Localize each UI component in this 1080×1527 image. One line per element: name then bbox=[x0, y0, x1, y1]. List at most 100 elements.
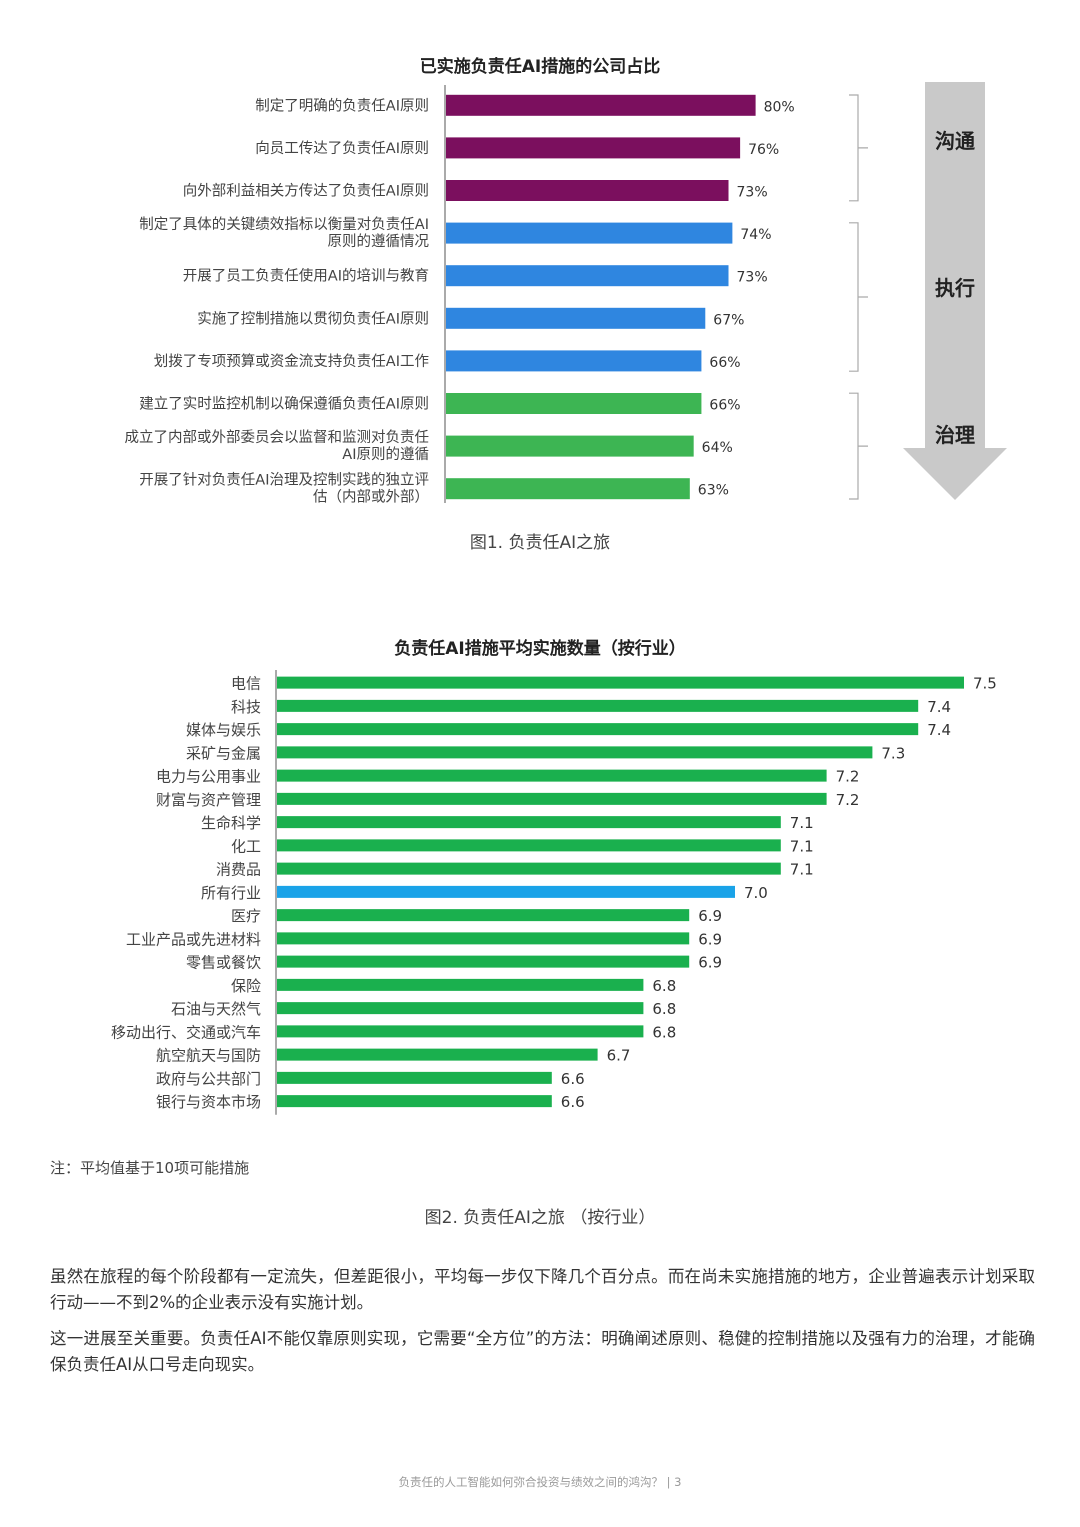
chart2-category-label: 医疗 bbox=[231, 907, 261, 925]
chart2-category-label: 零售或餐饮 bbox=[186, 954, 261, 972]
chart2-value-label: 7.1 bbox=[790, 837, 814, 855]
chart1-title: 已实施负责任AI措施的公司占比 bbox=[419, 57, 661, 77]
chart1-bar bbox=[446, 307, 706, 329]
chart2-category-label: 电力与公用事业 bbox=[156, 768, 261, 786]
chart2-bar bbox=[277, 839, 781, 852]
chart1-caption: 图1. 负责任AI之旅 bbox=[469, 533, 611, 553]
chart1-group-label: 沟通 bbox=[935, 129, 975, 153]
chart2-bar bbox=[277, 1071, 552, 1084]
chart2-value-label: 7.4 bbox=[927, 698, 951, 716]
chart2-category-label: 工业产品或先进材料 bbox=[126, 930, 261, 948]
chart2-value-label: 6.9 bbox=[698, 907, 722, 925]
chart2-category-label: 生命科学 bbox=[201, 814, 261, 832]
chart1-value-label: 66% bbox=[709, 355, 740, 371]
chart1-group-bracket bbox=[849, 94, 868, 202]
chart2-bar bbox=[277, 862, 781, 875]
chart1-category-label: 开展了针对负责任AI治理及控制实践的独立评估（内部或外部） bbox=[139, 472, 429, 506]
chart2-value-label: 6.8 bbox=[652, 1023, 676, 1041]
chart1-category-label: 开展了员工负责任使用AI的培训与教育 bbox=[183, 268, 429, 285]
chart1-bar bbox=[446, 180, 729, 201]
chart2-bar bbox=[277, 1048, 598, 1061]
chart2-value-label: 6.6 bbox=[561, 1070, 585, 1088]
chart2-category-label: 航空航天与国防 bbox=[156, 1047, 261, 1065]
chart2-value-label: 6.8 bbox=[652, 977, 676, 995]
chart2-title: 负责任AI措施平均实施数量（按行业） bbox=[394, 639, 686, 659]
chart2-plot: 7.5 电信 7.4 科技 7.4 媒体与娱乐 7.3 采矿与金属 7.2 电力与公用事业 7.2 财… bbox=[111, 670, 997, 1115]
chart2-bar bbox=[277, 1025, 644, 1038]
body-paragraph-1: 虽然在旅程的每个阶段都有一定流失，但差距很小，平均每一步仅下降几个百分点。而在尚… bbox=[50, 1267, 1035, 1312]
chart1-value-label: 67% bbox=[713, 312, 744, 328]
chart2-bar bbox=[277, 978, 644, 991]
chart1-plot: 80% 制定了明确的负责任AI原则 76% 向员工传达了负责任AI原则 73% 向外部利益… bbox=[125, 82, 1007, 506]
chart1-value-label: 73% bbox=[737, 185, 768, 201]
chart1-category-label: 向外部利益相关方传达了负责任AI原则 bbox=[183, 183, 429, 200]
chart2-value-label: 6.6 bbox=[561, 1093, 585, 1111]
chart1-category-label: 向员工传达了负责任AI原则 bbox=[255, 140, 429, 157]
chart2-value-label: 7.0 bbox=[744, 884, 768, 902]
chart2-bar bbox=[277, 792, 827, 805]
chart2-category-label: 化工 bbox=[231, 837, 261, 855]
chart1-bar bbox=[446, 435, 694, 457]
chart2-value-label: 6.7 bbox=[607, 1047, 631, 1065]
chart2-category-label: 消费品 bbox=[216, 861, 261, 879]
chart1-category-label: 建立了实时监控机制以确保遵循负责任AI原则 bbox=[139, 396, 429, 413]
chart1-bar bbox=[446, 478, 690, 500]
chart2-value-label: 6.9 bbox=[698, 954, 722, 972]
chart1-bar bbox=[446, 137, 741, 159]
chart1-bar bbox=[446, 94, 756, 116]
chart2-caption: 图2. 负责任AI之旅 （按行业） bbox=[424, 1208, 656, 1228]
chart2-value-label: 7.2 bbox=[836, 791, 860, 809]
chart2-value-label: 6.9 bbox=[698, 930, 722, 948]
chart2-category-label: 电信 bbox=[231, 675, 261, 693]
chart2-value-label: 7.1 bbox=[790, 814, 814, 832]
chart1-group-bracket bbox=[849, 222, 868, 372]
chart2-value-label: 7.2 bbox=[836, 768, 860, 786]
chart2-category-label: 石油与天然气 bbox=[171, 1000, 261, 1018]
chart2-bar bbox=[277, 769, 827, 782]
chart1-value-label: 80% bbox=[764, 99, 795, 115]
chart1-category-label: 划拨了专项预算或资金流支持负责任AI工作 bbox=[154, 353, 429, 370]
chart2-category-label: 媒体与娱乐 bbox=[186, 721, 261, 739]
journey-arrow-icon bbox=[903, 82, 1007, 500]
chart2-value-label: 7.4 bbox=[927, 721, 951, 739]
chart2-category-label: 政府与公共部门 bbox=[156, 1070, 261, 1088]
chart1-value-label: 76% bbox=[748, 142, 779, 158]
chart2-bar bbox=[277, 955, 690, 968]
chart2-value-label: 7.3 bbox=[881, 744, 905, 762]
chart2-category-label: 银行与资本市场 bbox=[156, 1093, 261, 1111]
chart2-bar bbox=[277, 1095, 552, 1108]
chart1-bar bbox=[446, 350, 702, 372]
chart2-bar bbox=[277, 1002, 644, 1015]
chart2-bar bbox=[277, 932, 690, 945]
chart1-category-label: 实施了控制措施以贯彻负责任AI原则 bbox=[197, 310, 429, 327]
chart2-category-label: 所有行业 bbox=[201, 884, 261, 902]
chart1-bar bbox=[446, 222, 733, 244]
chart1-category-label: 成立了内部或外部委员会以监督和监测对负责任 AI原则的遵循 bbox=[125, 429, 430, 463]
chart1-bar bbox=[446, 393, 702, 414]
chart2-note: 注：平均值基于10项可能措施 bbox=[50, 1159, 250, 1177]
chart1-group-label: 治理 bbox=[935, 423, 975, 447]
chart2-bar bbox=[277, 885, 735, 898]
chart1-value-label: 74% bbox=[740, 227, 771, 243]
chart2-bar bbox=[277, 746, 873, 759]
chart2-bar bbox=[277, 909, 690, 922]
chart1-value-label: 66% bbox=[709, 398, 740, 414]
chart2-bar bbox=[277, 723, 919, 736]
page-footer: 负责任的人工智能如何弥合投资与绩效之间的鸿沟？ | 3 bbox=[398, 1475, 682, 1489]
chart2-bar bbox=[277, 699, 919, 712]
chart2-bar bbox=[277, 816, 781, 829]
chart1-bar bbox=[446, 265, 729, 287]
chart2-category-label: 科技 bbox=[231, 698, 261, 716]
chart1-group-bracket bbox=[849, 392, 868, 500]
chart1-group-label: 执行 bbox=[935, 276, 975, 300]
chart2-category-label: 采矿与金属 bbox=[186, 744, 261, 762]
chart1-category-label: 制定了具体的关键绩效指标以衡量对负责任AI 原则的遵循情况 bbox=[139, 216, 429, 250]
chart1-value-label: 64% bbox=[702, 440, 733, 456]
chart2-value-label: 6.8 bbox=[652, 1000, 676, 1018]
chart2-value-label: 7.5 bbox=[973, 675, 997, 693]
chart2-value-label: 7.1 bbox=[790, 861, 814, 879]
chart1-value-label: 73% bbox=[737, 270, 768, 286]
chart2-category-label: 财富与资产管理 bbox=[156, 791, 261, 809]
chart1-category-label: 制定了明确的负责任AI原则 bbox=[255, 97, 429, 114]
chart2-bar bbox=[277, 676, 964, 689]
